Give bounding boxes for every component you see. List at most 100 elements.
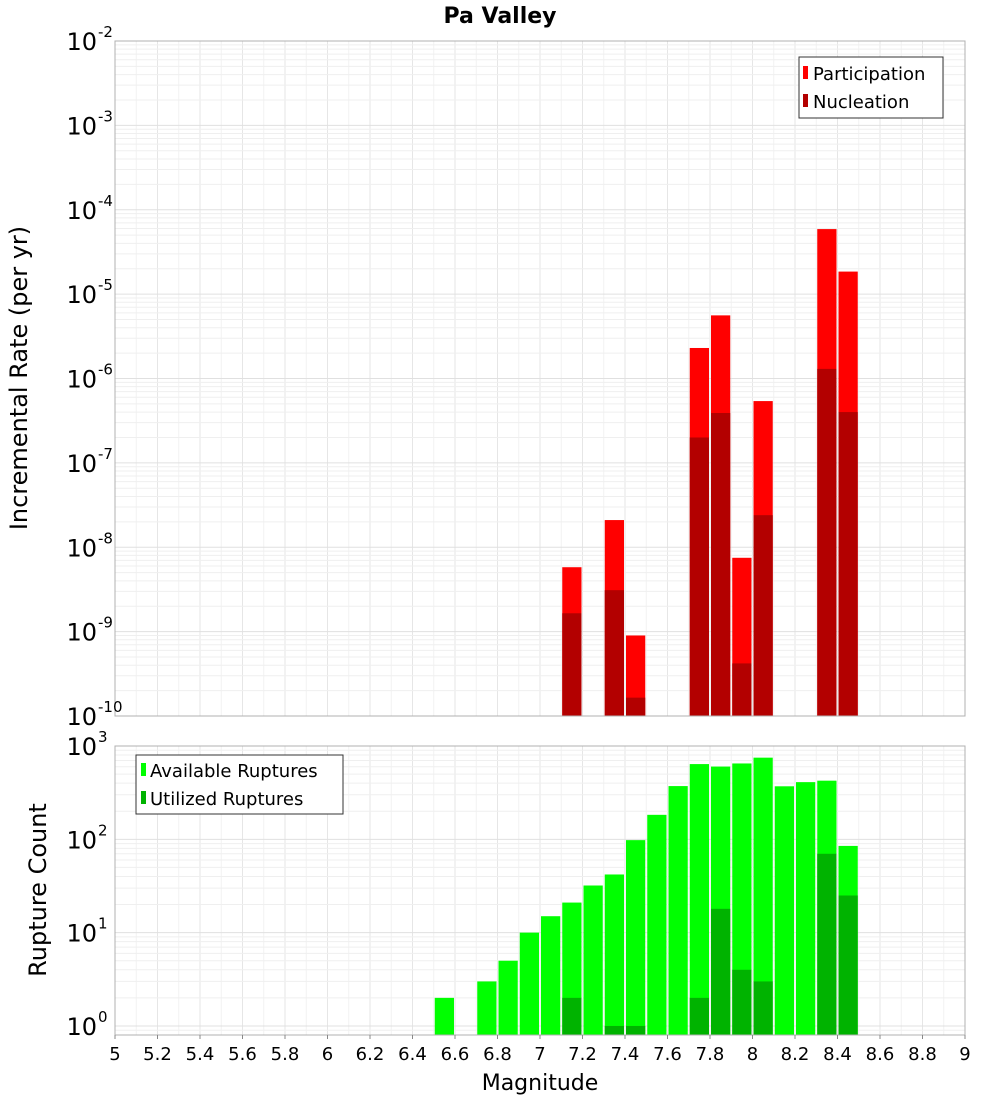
legend-swatch-nucleation [803, 94, 808, 107]
bar-nucleation-7.35 [604, 590, 624, 716]
bottom-legend: Available Ruptures Utilized Ruptures [135, 754, 344, 815]
bar-nucleation-7.95 [732, 663, 752, 716]
bar-utilized-ruptures-7.75 [689, 997, 709, 1035]
bar-available-ruptures-7.05 [541, 916, 561, 1035]
x-tick-label: 5 [109, 1044, 120, 1065]
x-tick-label: 6.6 [441, 1044, 470, 1065]
y-tick-label: 10 [66, 733, 97, 761]
bar-utilized-ruptures-7.85 [711, 908, 731, 1035]
bar-nucleation-7.45 [626, 697, 646, 716]
x-tick-label: 7 [534, 1044, 545, 1065]
legend-label-utilized: Utilized Ruptures [150, 789, 303, 810]
x-tick-label: 7.6 [653, 1044, 682, 1065]
bar-available-ruptures-6.95 [519, 932, 539, 1035]
x-tick-label: 6 [322, 1044, 333, 1065]
y-tick-label: 10 [66, 281, 97, 309]
x-tick-label: 7.8 [696, 1044, 725, 1065]
x-tick-label: 5.8 [271, 1044, 300, 1065]
bar-utilized-ruptures-8.45 [838, 895, 858, 1035]
legend-swatch-available [141, 763, 146, 776]
y-tick-label: 10 [66, 197, 97, 225]
bar-available-ruptures-7.65 [668, 786, 688, 1035]
x-tick-label: 7.2 [568, 1044, 597, 1065]
y-tick-exponent: -6 [98, 361, 113, 379]
bar-participation-7.45 [626, 635, 646, 716]
y-tick-label: 10 [66, 534, 97, 562]
bottom-legend-box [135, 754, 344, 815]
bar-available-ruptures-6.75 [477, 981, 497, 1035]
bar-available-ruptures-7.25 [583, 885, 603, 1035]
bar-nucleation-7.15 [562, 613, 582, 716]
bar-nucleation-7.75 [689, 437, 709, 716]
y-tick-label: 10 [66, 112, 97, 140]
bar-utilized-ruptures-8.35 [817, 853, 837, 1035]
y-tick-exponent: 2 [98, 821, 108, 839]
bottom-x-ticks: 5 5.2 5.4 5.6 5.8 6 6.2 6.4 6.6 6.8 7 7.2 7.4 7.6 7.8 8… [109, 1035, 971, 1065]
bar-nucleation-8.35 [817, 368, 837, 716]
chart-title: Pa Valley [443, 4, 556, 29]
legend-swatch-participation [803, 66, 808, 79]
bar-available-ruptures-7.45 [626, 840, 646, 1035]
y-tick-label: 10 [66, 28, 97, 56]
bar-available-ruptures-8.25 [796, 782, 816, 1035]
y-tick-exponent: -7 [98, 445, 113, 463]
y-tick-exponent: 3 [98, 728, 108, 746]
bar-nucleation-8.05 [753, 515, 773, 716]
x-tick-label: 5.6 [228, 1044, 257, 1065]
bar-available-ruptures-6.55 [434, 997, 454, 1035]
top-plot-border [114, 40, 966, 717]
x-tick-label: 8.4 [823, 1044, 852, 1065]
x-tick-label: 5.2 [143, 1044, 172, 1065]
top-legend: Participation Nucleation [798, 56, 944, 119]
y-tick-exponent: -4 [98, 192, 113, 210]
bar-available-ruptures-7.95 [732, 763, 752, 1035]
y-tick-exponent: -3 [98, 107, 113, 125]
x-tick-label: 7.4 [611, 1044, 640, 1065]
x-tick-label: 6.4 [398, 1044, 427, 1065]
bar-available-ruptures-7.75 [689, 764, 709, 1035]
bar-available-ruptures-8.15 [774, 786, 794, 1035]
bar-utilized-ruptures-7.45 [626, 1025, 646, 1035]
legend-label-available: Available Ruptures [150, 761, 318, 782]
y-tick-label: 10 [66, 619, 97, 647]
y-tick-label: 10 [66, 450, 97, 478]
y-tick-exponent: -10 [98, 698, 123, 716]
bottom-bars [434, 757, 858, 1035]
x-tick-label: 8.6 [866, 1044, 895, 1065]
bar-nucleation-7.85 [711, 413, 731, 716]
legend-label-participation: Participation [813, 64, 925, 85]
legend-label-nucleation: Nucleation [813, 92, 909, 113]
x-tick-label: 5.4 [186, 1044, 215, 1065]
y-tick-label: 10 [66, 920, 97, 948]
x-tick-label: 6.8 [483, 1044, 512, 1065]
bar-available-ruptures-7.55 [647, 814, 667, 1035]
x-axis-label: Magnitude [482, 1071, 599, 1096]
x-tick-label: 8 [747, 1044, 758, 1065]
y-tick-label: 10 [66, 366, 97, 394]
y-tick-exponent: -5 [98, 276, 113, 294]
legend-swatch-utilized [141, 791, 146, 804]
y-tick-label: 10 [66, 703, 97, 731]
x-tick-label: 6.2 [356, 1044, 385, 1065]
bar-nucleation-8.45 [838, 412, 858, 716]
top-bars [562, 229, 858, 717]
top-legend-box [798, 56, 944, 119]
y-tick-label: 10 [66, 1013, 97, 1041]
y-tick-exponent: -2 [98, 23, 113, 41]
bar-available-ruptures-8.05 [753, 757, 773, 1035]
x-tick-label: 8.2 [781, 1044, 810, 1065]
y-tick-label: 10 [66, 826, 97, 854]
bottom-y-axis-label: Rupture Count [24, 803, 52, 977]
top-grid [114, 40, 966, 717]
y-tick-exponent: -9 [98, 614, 113, 632]
x-tick-label: 8.8 [908, 1044, 937, 1065]
y-tick-exponent: 0 [98, 1008, 108, 1026]
bar-available-ruptures-7.35 [604, 874, 624, 1035]
y-tick-exponent: 1 [98, 915, 108, 933]
y-tick-exponent: -8 [98, 529, 113, 547]
bar-utilized-ruptures-7.95 [732, 969, 752, 1035]
